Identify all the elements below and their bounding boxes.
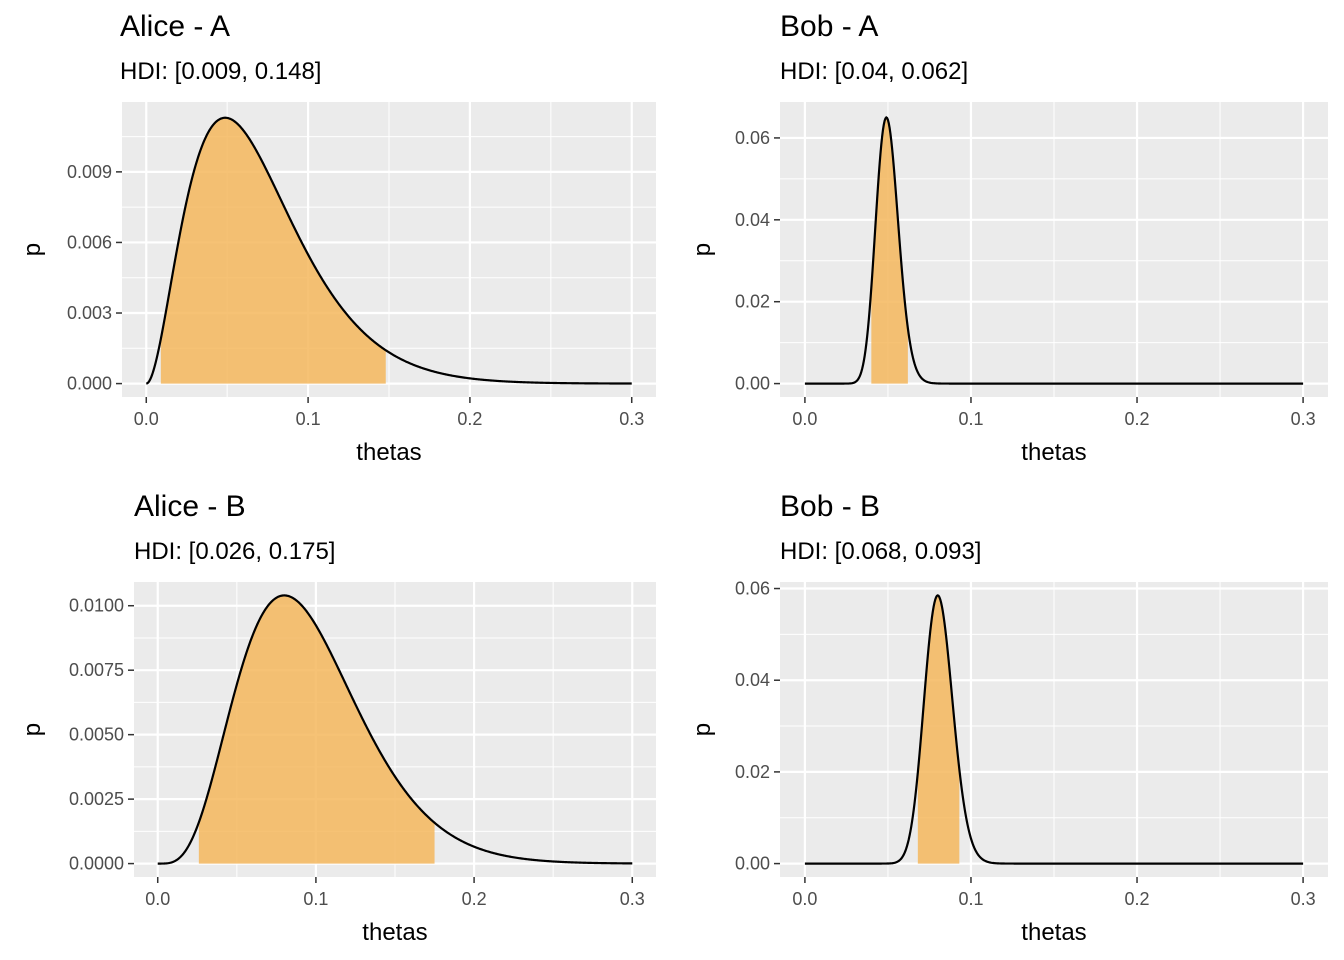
x-tick-label: 0.1 — [296, 409, 321, 429]
chart-title: Alice - A — [120, 10, 231, 43]
y-tick-label: 0.02 — [735, 762, 770, 782]
y-tick-label: 0.0000 — [69, 854, 124, 874]
x-tick-label: 0.0 — [792, 889, 817, 909]
x-tick-label: 0.0 — [134, 409, 159, 429]
density-curve — [146, 116, 632, 385]
hdi-area — [198, 595, 435, 864]
y-tick-label: 0.003 — [67, 303, 112, 323]
y-tick-label: 0.006 — [67, 232, 112, 252]
x-tick-label: 0.3 — [620, 889, 645, 909]
chart-subtitle: HDI: [0.068, 0.093] — [780, 538, 982, 565]
y-tick-label: 0.0025 — [69, 789, 124, 809]
chart-subtitle: HDI: [0.04, 0.062] — [780, 58, 969, 85]
y-axis-title: p — [689, 723, 716, 736]
chart-plot-svg: 0.0 0.1 0.2 0.3 0.00 0.02 0.04 0.06 thetas p — [689, 102, 1328, 466]
x-tick-label: 0.3 — [1291, 889, 1316, 909]
x-tick-label: 0.0 — [792, 409, 817, 429]
chart-panel-alice-b: Alice - B HDI: [0.026, 0.175] 0.0 0.1 0.2 0… — [19, 490, 656, 946]
x-tick-label: 0.2 — [457, 409, 482, 429]
y-tick-label: 0.000 — [67, 374, 112, 394]
y-axis-title: p — [19, 243, 46, 256]
x-axis-title: thetas — [362, 919, 427, 946]
chart-subtitle: HDI: [0.009, 0.148] — [120, 58, 322, 85]
chart-title: Alice - B — [134, 490, 246, 523]
y-tick-label: 0.00 — [735, 374, 770, 394]
y-axis-title: p — [689, 243, 716, 256]
x-tick-label: 0.0 — [145, 889, 170, 909]
x-tick-label: 0.3 — [619, 409, 644, 429]
x-tick-label: 0.1 — [958, 409, 983, 429]
y-tick-label: 0.04 — [735, 670, 770, 690]
hdi-area — [160, 117, 386, 384]
y-axis-title: p — [19, 723, 46, 736]
x-tick-label: 0.2 — [462, 889, 487, 909]
x-tick-label: 0.1 — [303, 889, 328, 909]
hdi-area — [871, 117, 908, 384]
y-tick-label: 0.009 — [67, 162, 112, 182]
y-tick-label: 0.06 — [735, 128, 770, 148]
density-curve — [804, 116, 1304, 385]
y-tick-label: 0.00 — [735, 854, 770, 874]
chart-title: Bob - A — [780, 10, 879, 43]
x-axis-title: thetas — [1021, 439, 1086, 466]
y-tick-label: 0.06 — [735, 579, 770, 599]
density-curve — [157, 594, 633, 865]
y-tick-label: 0.0100 — [69, 596, 124, 616]
chart-panel-bob-a: Bob - A HDI: [0.04, 0.062] 0.0 0.1 0.2 0.3 0… — [689, 10, 1328, 466]
x-axis-title: thetas — [1021, 919, 1086, 946]
x-tick-label: 0.2 — [1125, 409, 1150, 429]
density-curve — [804, 594, 1304, 865]
chart-title: Bob - B — [780, 490, 881, 523]
chart-subtitle: HDI: [0.026, 0.175] — [134, 538, 336, 565]
y-tick-label: 0.02 — [735, 292, 770, 312]
x-tick-label: 0.1 — [958, 889, 983, 909]
chart-panel-alice-a: Alice - A HDI: [0.009, 0.148] 0.0 0.1 0.2 0… — [0, 0, 672, 480]
y-tick-label: 0.0075 — [69, 660, 124, 680]
chart-plot-svg: 0.0 0.1 0.2 0.3 0.000 0.003 0.006 0.009 thetas p — [19, 102, 656, 466]
x-axis-title: thetas — [356, 439, 421, 466]
chart-plot-svg: 0.0 0.1 0.2 0.3 0.0000 0.0025 0.0050 0.0075 0.01… — [19, 582, 656, 946]
x-tick-label: 0.3 — [1291, 409, 1316, 429]
x-tick-label: 0.2 — [1125, 889, 1150, 909]
y-tick-label: 0.04 — [735, 210, 770, 230]
y-tick-label: 0.0050 — [69, 725, 124, 745]
